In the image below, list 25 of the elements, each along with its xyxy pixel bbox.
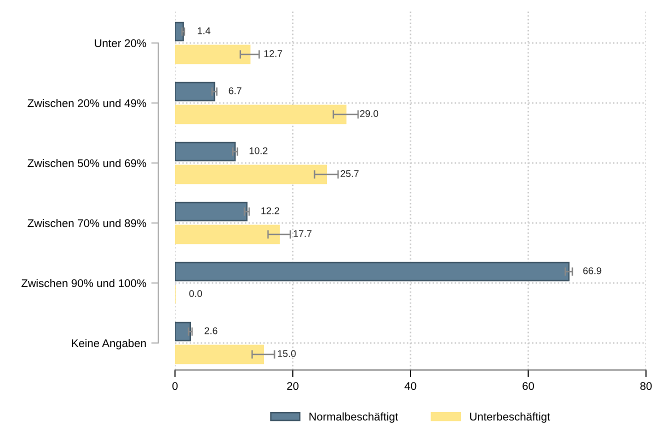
y-tick-label: Unter 20% xyxy=(94,39,146,48)
y-tick-label: Zwischen 50% und 69% xyxy=(28,158,146,168)
data-label: 25.7 xyxy=(340,170,359,178)
x-tick-label: 20 xyxy=(287,382,298,390)
data-label: 6.7 xyxy=(228,87,242,94)
x-tick-label: 60 xyxy=(522,382,534,390)
data-label: 1.4 xyxy=(198,27,210,34)
y-tick-label: Zwischen 70% und 89% xyxy=(28,218,146,228)
data-label: 15.0 xyxy=(278,350,296,358)
x-tick-label: 80 xyxy=(640,382,652,390)
legend-label: Unterbeschäftigt xyxy=(470,412,550,423)
y-tick-label: Keine Angaben xyxy=(72,338,146,350)
y-tick-label: Zwischen 20% und 49% xyxy=(28,98,146,108)
x-tick-label: 0 xyxy=(172,382,178,390)
legend-label: Normalbeschäftigt xyxy=(310,412,398,423)
data-label: 17.7 xyxy=(294,230,312,237)
data-label: 2.6 xyxy=(204,327,218,334)
data-label: 29.0 xyxy=(360,110,378,118)
data-label: 12.7 xyxy=(264,50,282,57)
data-label: 12.2 xyxy=(261,207,280,214)
data-label: 0.0 xyxy=(189,290,202,298)
y-tick-label: Zwischen 90% und 100% xyxy=(22,278,146,288)
data-label: 66.9 xyxy=(583,267,602,274)
data-label: 10.2 xyxy=(250,147,268,154)
x-tick-label: 40 xyxy=(404,382,416,390)
